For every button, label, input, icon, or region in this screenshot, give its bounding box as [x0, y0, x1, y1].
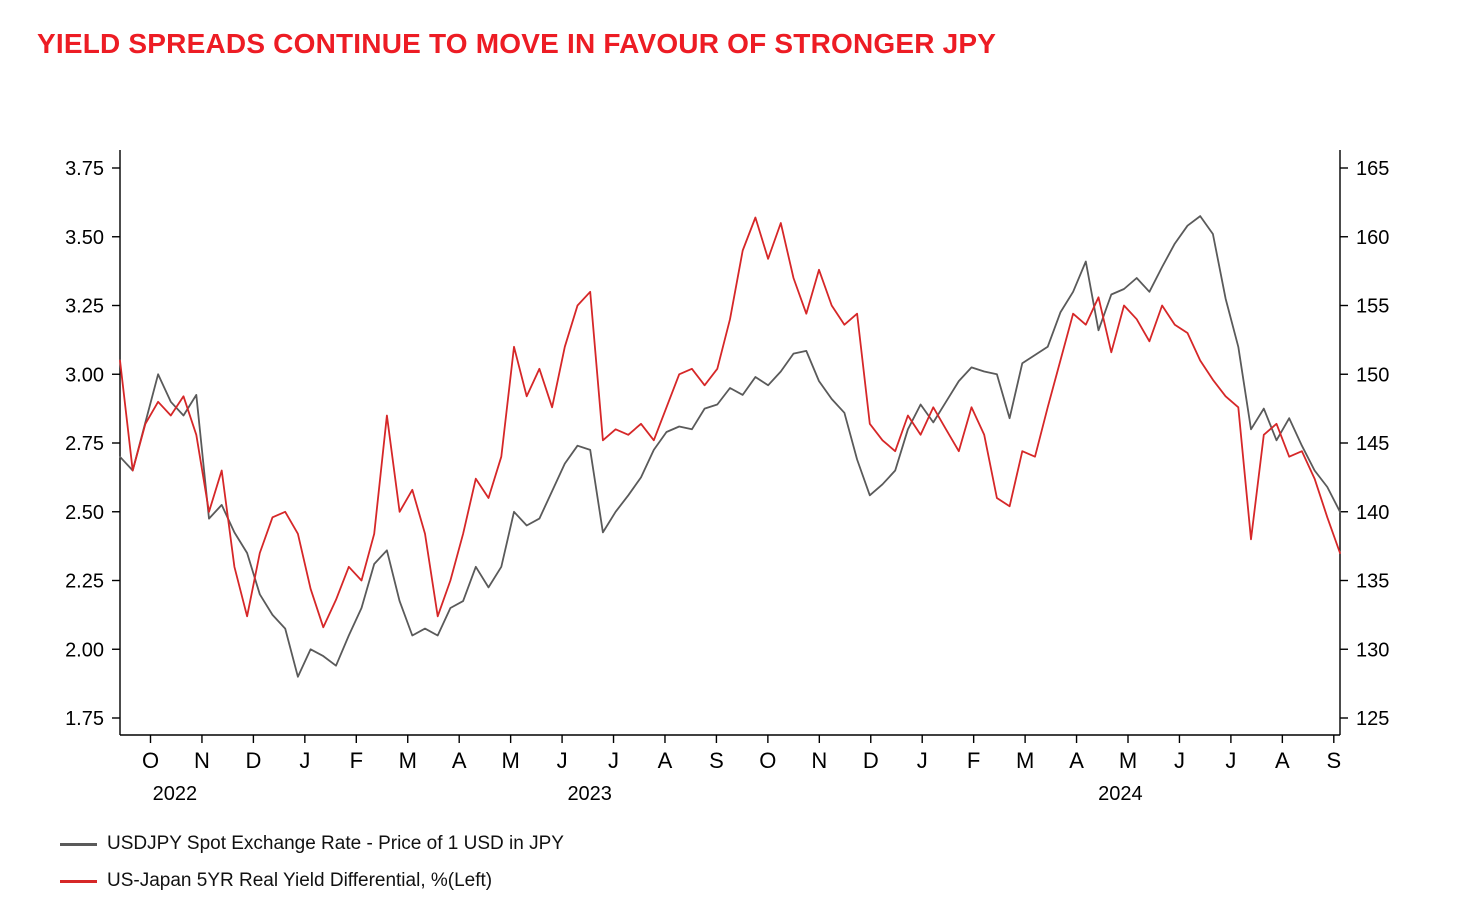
x-axis-tick-label: D: [245, 748, 261, 773]
left-axis-tick-label: 3.00: [65, 364, 104, 386]
x-axis-tick-label: N: [194, 748, 210, 773]
x-axis-tick-label: F: [350, 748, 363, 773]
series-line-yield-differential: [119, 216, 1341, 629]
x-axis-tick-label: J: [1225, 748, 1236, 773]
series-line-usdjpy: [119, 215, 1341, 678]
x-axis-tick-label: A: [1069, 748, 1084, 773]
legend-item-yield-differential: US-Japan 5YR Real Yield Differential, %(…: [60, 870, 564, 892]
left-axis-tick-label: 2.75: [65, 433, 104, 455]
right-axis-tick-label: 125: [1356, 708, 1389, 730]
legend-item-usdjpy: USDJPY Spot Exchange Rate - Price of 1 U…: [60, 833, 564, 855]
x-axis-tick-label: M: [1016, 748, 1034, 773]
x-axis-tick-label: S: [1326, 748, 1341, 773]
right-axis-tick-label: 155: [1356, 296, 1389, 318]
right-axis-tick-label: 135: [1356, 571, 1389, 593]
chart-title: YIELD SPREADS CONTINUE TO MOVE IN FAVOUR…: [37, 28, 997, 59]
x-axis-tick-label: S: [709, 748, 724, 773]
right-axis-tick-label: 140: [1356, 502, 1389, 524]
left-axis-tick-label: 1.75: [65, 708, 104, 730]
left-axis-tick-label: 3.25: [65, 296, 104, 318]
x-axis-tick-label: A: [1275, 748, 1290, 773]
x-axis-tick-label: M: [399, 748, 417, 773]
legend-label-yield-differential: US-Japan 5YR Real Yield Differential, %(…: [107, 870, 493, 891]
x-axis-tick-label: A: [658, 748, 673, 773]
x-axis-tick-label: F: [967, 748, 980, 773]
x-axis-tick-label: J: [299, 748, 310, 773]
yield-differential-line-swatch: [60, 879, 97, 883]
left-axis-tick-label: 2.25: [65, 571, 104, 593]
left-axis-tick-label: 2.00: [65, 639, 104, 661]
x-axis-tick-label: N: [811, 748, 827, 773]
x-axis-tick-label: J: [1174, 748, 1185, 773]
right-axis-tick-label: 160: [1356, 227, 1389, 249]
x-axis-tick-label: J: [557, 748, 568, 773]
legend-label-usdjpy: USDJPY Spot Exchange Rate - Price of 1 U…: [107, 833, 564, 854]
x-axis-year-label: 2023: [567, 783, 612, 805]
right-axis-tick-label: 145: [1356, 433, 1389, 455]
left-axis-tick-label: 3.75: [65, 158, 104, 180]
chart-legend: USDJPY Spot Exchange Rate - Price of 1 U…: [60, 833, 564, 900]
right-axis-tick-label: 150: [1356, 364, 1389, 386]
left-axis-tick-label: 2.50: [65, 502, 104, 524]
x-axis-tick-label: A: [452, 748, 467, 773]
x-axis-tick-label: J: [917, 748, 928, 773]
x-axis-tick-label: J: [608, 748, 619, 773]
x-axis-tick-label: D: [863, 748, 879, 773]
usdjpy-line-swatch: [60, 842, 97, 846]
right-axis-tick-label: 130: [1356, 639, 1389, 661]
x-axis-year-label: 2022: [153, 783, 198, 805]
left-axis-tick-label: 3.50: [65, 227, 104, 249]
x-axis-tick-label: O: [759, 748, 776, 773]
right-axis-tick-label: 165: [1356, 158, 1389, 180]
x-axis-tick-label: M: [1119, 748, 1137, 773]
x-axis-year-label: 2024: [1098, 783, 1143, 805]
x-axis-tick-label: M: [501, 748, 519, 773]
x-axis-tick-label: O: [142, 748, 159, 773]
